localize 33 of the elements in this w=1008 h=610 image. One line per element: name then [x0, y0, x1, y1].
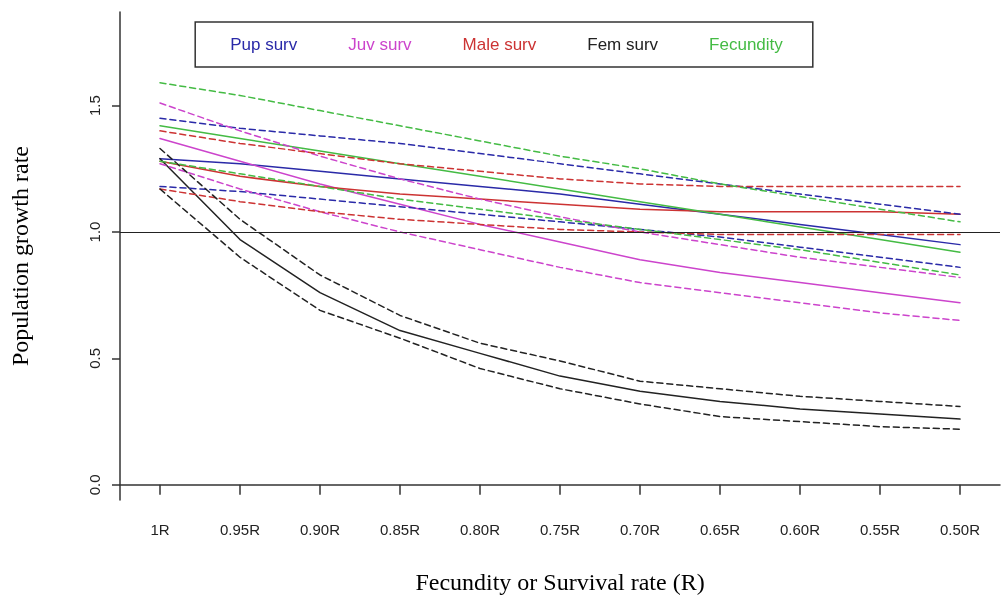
line-series: [159, 157, 961, 246]
y-tick-label: 0.5: [86, 347, 103, 369]
text: Male surv: [462, 35, 537, 54]
line-series: [159, 125, 961, 253]
line-series: [159, 162, 961, 322]
x-tick-label: 0.50R: [939, 521, 981, 538]
line-series: [159, 185, 961, 269]
y-axis-title: Population growth rate: [7, 146, 33, 366]
line-series: [159, 82, 961, 223]
line-series: [159, 117, 961, 216]
x-tick-label: 0.75R: [539, 521, 581, 538]
x-tick-label: 1R: [150, 521, 170, 538]
y-tick-label: 1.0: [86, 221, 103, 243]
line-series: [159, 160, 961, 276]
x-tick-label: 0.70R: [619, 521, 661, 538]
line-series: [159, 130, 961, 188]
x-tick-label: 0.65R: [699, 521, 741, 538]
x-tick-label: 0.85R: [379, 521, 421, 538]
x-axis-title: Fecundity or Survival rate (R): [415, 569, 705, 595]
x-tick-label: 0.95R: [219, 521, 261, 538]
text: Fem surv: [587, 35, 659, 54]
line-series: [159, 102, 961, 279]
x-tick-label: 0.80R: [459, 521, 501, 538]
text: Pup surv: [230, 35, 298, 54]
x-tick-label: 0.90R: [299, 521, 341, 538]
text: Fecundity: [709, 35, 784, 54]
x-tick-label: 0.55R: [859, 521, 901, 538]
line-series: [159, 137, 961, 304]
x-tick-label: 0.60R: [779, 521, 821, 538]
text: Juv surv: [348, 35, 413, 54]
y-tick-label: 1.5: [86, 95, 103, 116]
y-tick-label: 0.0: [86, 474, 103, 496]
line-series: [159, 188, 961, 236]
